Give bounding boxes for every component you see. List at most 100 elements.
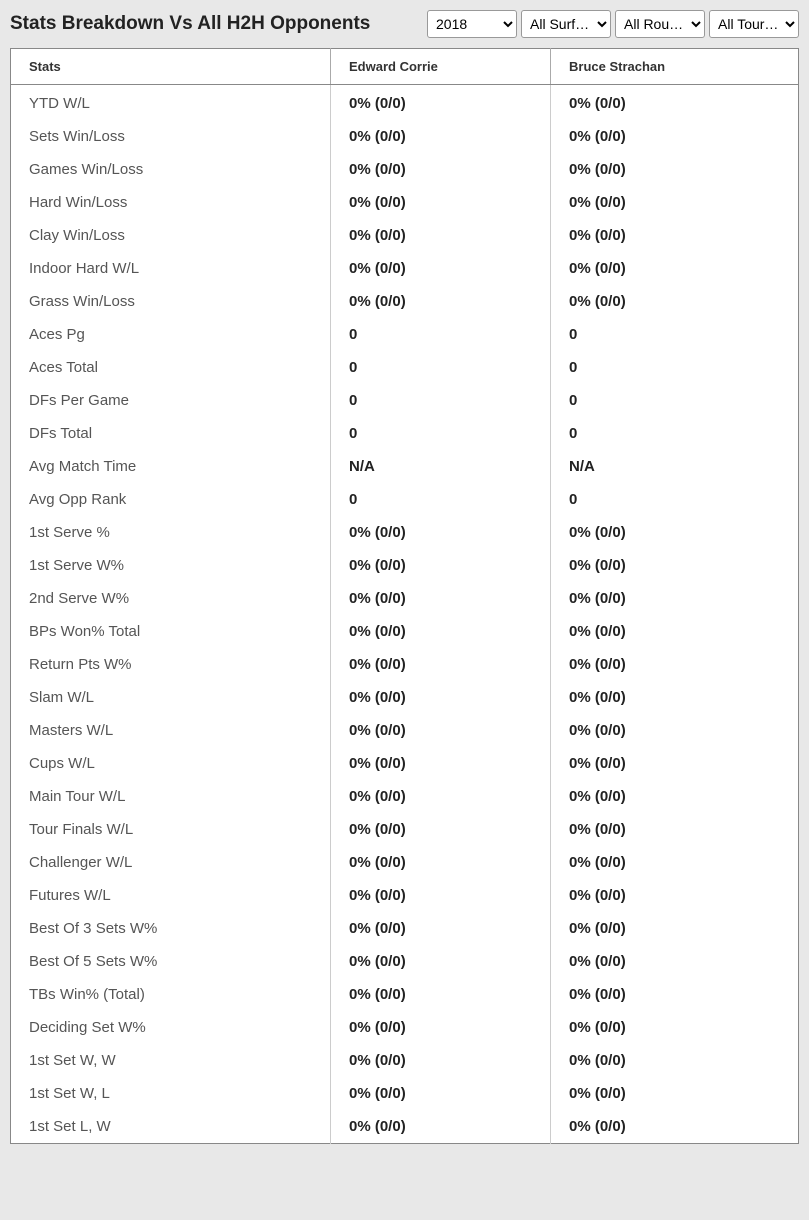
- header-bar: Stats Breakdown Vs All H2H Opponents 201…: [0, 0, 809, 48]
- player1-value: 0% (0/0): [331, 615, 551, 648]
- player1-value: 0% (0/0): [331, 153, 551, 186]
- tour-select[interactable]: All Tour…: [709, 10, 799, 38]
- table-row: Clay Win/Loss0% (0/0)0% (0/0): [11, 219, 799, 252]
- stat-label: Avg Match Time: [11, 450, 331, 483]
- table-row: YTD W/L0% (0/0)0% (0/0): [11, 85, 799, 121]
- stat-label: Hard Win/Loss: [11, 186, 331, 219]
- table-row: DFs Total00: [11, 417, 799, 450]
- player1-value: 0% (0/0): [331, 516, 551, 549]
- player2-value: 0% (0/0): [551, 615, 799, 648]
- table-row: Return Pts W%0% (0/0)0% (0/0): [11, 648, 799, 681]
- round-select[interactable]: All Rou…: [615, 10, 705, 38]
- filter-group: 2018 All Surf… All Rou… All Tour…: [427, 10, 799, 38]
- stat-label: Aces Total: [11, 351, 331, 384]
- table-row: Indoor Hard W/L0% (0/0)0% (0/0): [11, 252, 799, 285]
- stat-label: 1st Set W, W: [11, 1044, 331, 1077]
- player2-value: N/A: [551, 450, 799, 483]
- table-row: TBs Win% (Total)0% (0/0)0% (0/0): [11, 978, 799, 1011]
- player2-value: 0% (0/0): [551, 153, 799, 186]
- player1-value: 0% (0/0): [331, 252, 551, 285]
- col-header-stats: Stats: [11, 49, 331, 85]
- stat-label: Deciding Set W%: [11, 1011, 331, 1044]
- table-container: Stats Edward Corrie Bruce Strachan YTD W…: [0, 48, 809, 1154]
- player2-value: 0% (0/0): [551, 714, 799, 747]
- stat-label: 2nd Serve W%: [11, 582, 331, 615]
- stat-label: 1st Serve %: [11, 516, 331, 549]
- table-row: Aces Total00: [11, 351, 799, 384]
- player1-value: 0% (0/0): [331, 285, 551, 318]
- player1-value: 0% (0/0): [331, 747, 551, 780]
- stat-label: DFs Total: [11, 417, 331, 450]
- player2-value: 0% (0/0): [551, 186, 799, 219]
- stat-label: Clay Win/Loss: [11, 219, 331, 252]
- stat-label: TBs Win% (Total): [11, 978, 331, 1011]
- table-row: BPs Won% Total0% (0/0)0% (0/0): [11, 615, 799, 648]
- player2-value: 0: [551, 384, 799, 417]
- col-header-player2: Bruce Strachan: [551, 49, 799, 85]
- stat-label: Cups W/L: [11, 747, 331, 780]
- player1-value: 0% (0/0): [331, 1110, 551, 1144]
- stat-label: 1st Set W, L: [11, 1077, 331, 1110]
- player1-value: 0: [331, 318, 551, 351]
- table-row: Games Win/Loss0% (0/0)0% (0/0): [11, 153, 799, 186]
- stat-label: Tour Finals W/L: [11, 813, 331, 846]
- player2-value: 0% (0/0): [551, 252, 799, 285]
- surface-select[interactable]: All Surf…: [521, 10, 611, 38]
- table-row: 1st Set L, W0% (0/0)0% (0/0): [11, 1110, 799, 1144]
- stat-label: Indoor Hard W/L: [11, 252, 331, 285]
- year-select[interactable]: 2018: [427, 10, 517, 38]
- stat-label: Futures W/L: [11, 879, 331, 912]
- table-row: Slam W/L0% (0/0)0% (0/0): [11, 681, 799, 714]
- player2-value: 0% (0/0): [551, 846, 799, 879]
- table-row: Best Of 3 Sets W%0% (0/0)0% (0/0): [11, 912, 799, 945]
- player1-value: 0% (0/0): [331, 1011, 551, 1044]
- table-row: Aces Pg00: [11, 318, 799, 351]
- stat-label: Sets Win/Loss: [11, 120, 331, 153]
- stat-label: 1st Serve W%: [11, 549, 331, 582]
- stat-label: Best Of 3 Sets W%: [11, 912, 331, 945]
- player1-value: 0% (0/0): [331, 846, 551, 879]
- player2-value: 0: [551, 351, 799, 384]
- stat-label: Grass Win/Loss: [11, 285, 331, 318]
- table-row: Tour Finals W/L0% (0/0)0% (0/0): [11, 813, 799, 846]
- player1-value: 0% (0/0): [331, 978, 551, 1011]
- player2-value: 0% (0/0): [551, 516, 799, 549]
- table-row: Masters W/L0% (0/0)0% (0/0): [11, 714, 799, 747]
- table-body: YTD W/L0% (0/0)0% (0/0)Sets Win/Loss0% (…: [11, 85, 799, 1144]
- table-row: Grass Win/Loss0% (0/0)0% (0/0): [11, 285, 799, 318]
- player1-value: 0% (0/0): [331, 813, 551, 846]
- table-row: Futures W/L0% (0/0)0% (0/0): [11, 879, 799, 912]
- player2-value: 0% (0/0): [551, 648, 799, 681]
- table-row: Challenger W/L0% (0/0)0% (0/0): [11, 846, 799, 879]
- table-row: Avg Opp Rank00: [11, 483, 799, 516]
- player2-value: 0% (0/0): [551, 780, 799, 813]
- stat-label: BPs Won% Total: [11, 615, 331, 648]
- player1-value: 0: [331, 417, 551, 450]
- table-row: Hard Win/Loss0% (0/0)0% (0/0): [11, 186, 799, 219]
- player1-value: 0% (0/0): [331, 681, 551, 714]
- player2-value: 0% (0/0): [551, 978, 799, 1011]
- stat-label: 1st Set L, W: [11, 1110, 331, 1144]
- stat-label: DFs Per Game: [11, 384, 331, 417]
- player1-value: 0: [331, 351, 551, 384]
- player2-value: 0% (0/0): [551, 219, 799, 252]
- player1-value: 0% (0/0): [331, 582, 551, 615]
- player1-value: 0% (0/0): [331, 879, 551, 912]
- player2-value: 0% (0/0): [551, 681, 799, 714]
- player1-value: 0: [331, 384, 551, 417]
- player2-value: 0% (0/0): [551, 120, 799, 153]
- stat-label: Main Tour W/L: [11, 780, 331, 813]
- player2-value: 0% (0/0): [551, 1044, 799, 1077]
- player2-value: 0% (0/0): [551, 285, 799, 318]
- stat-label: Aces Pg: [11, 318, 331, 351]
- table-row: 1st Set W, L0% (0/0)0% (0/0): [11, 1077, 799, 1110]
- page-title: Stats Breakdown Vs All H2H Opponents: [10, 13, 370, 35]
- col-header-player1: Edward Corrie: [331, 49, 551, 85]
- table-row: Main Tour W/L0% (0/0)0% (0/0): [11, 780, 799, 813]
- player1-value: 0% (0/0): [331, 912, 551, 945]
- player1-value: 0% (0/0): [331, 648, 551, 681]
- table-row: Avg Match TimeN/AN/A: [11, 450, 799, 483]
- player2-value: 0% (0/0): [551, 912, 799, 945]
- stat-label: Return Pts W%: [11, 648, 331, 681]
- player1-value: 0% (0/0): [331, 549, 551, 582]
